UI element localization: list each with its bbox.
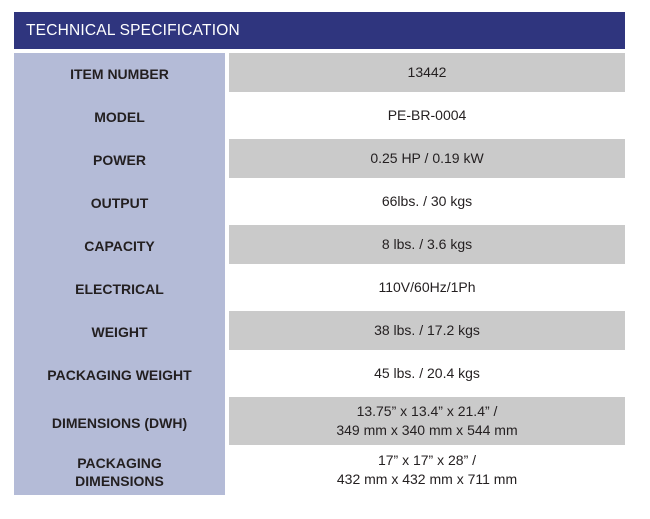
- table-row: CAPACITY 8 lbs. / 3.6 kgs: [14, 225, 625, 268]
- row-value: 45 lbs. / 20.4 kgs: [229, 354, 625, 393]
- row-value-col: 110V/60Hz/1Ph: [229, 268, 625, 311]
- row-value: 13442: [229, 53, 625, 92]
- row-value-col: 66lbs. / 30 kgs: [229, 182, 625, 225]
- section-title: TECHNICAL SPECIFICATION: [26, 21, 240, 39]
- table-row: OUTPUT 66lbs. / 30 kgs: [14, 182, 625, 225]
- row-value-col: 13442: [229, 53, 625, 96]
- row-value-col: 13.75” x 13.4” x 21.4” / 349 mm x 340 mm…: [229, 397, 625, 449]
- row-label: DIMENSIONS (DWH): [14, 397, 225, 449]
- row-label: OUTPUT: [14, 182, 225, 225]
- row-value: 110V/60Hz/1Ph: [229, 268, 625, 307]
- row-label: ITEM NUMBER: [14, 53, 225, 96]
- table-row: MODEL PE-BR-0004: [14, 96, 625, 139]
- row-label: WEIGHT: [14, 311, 225, 354]
- table-row: WEIGHT 38 lbs. / 17.2 kgs: [14, 311, 625, 354]
- row-value-col: 17” x 17” x 28” / 432 mm x 432 mm x 711 …: [229, 449, 625, 495]
- row-label: MODEL: [14, 96, 225, 139]
- row-value: 13.75” x 13.4” x 21.4” / 349 mm x 340 mm…: [229, 397, 625, 445]
- table-row: ELECTRICAL 110V/60Hz/1Ph: [14, 268, 625, 311]
- table-row: ITEM NUMBER 13442: [14, 53, 625, 96]
- row-value: 66lbs. / 30 kgs: [229, 182, 625, 221]
- table-row: PACKAGING DIMENSIONS 17” x 17” x 28” / 4…: [14, 449, 625, 495]
- table-row: POWER 0.25 HP / 0.19 kW: [14, 139, 625, 182]
- table-row: DIMENSIONS (DWH) 13.75” x 13.4” x 21.4” …: [14, 397, 625, 449]
- row-value-col: 38 lbs. / 17.2 kgs: [229, 311, 625, 354]
- row-value: 0.25 HP / 0.19 kW: [229, 139, 625, 178]
- section-header: TECHNICAL SPECIFICATION: [14, 12, 625, 49]
- row-value-col: PE-BR-0004: [229, 96, 625, 139]
- row-label: PACKAGING WEIGHT: [14, 354, 225, 397]
- row-label: CAPACITY: [14, 225, 225, 268]
- row-label: POWER: [14, 139, 225, 182]
- row-value-col: 0.25 HP / 0.19 kW: [229, 139, 625, 182]
- row-value: 8 lbs. / 3.6 kgs: [229, 225, 625, 264]
- row-label: PACKAGING DIMENSIONS: [14, 449, 225, 495]
- row-value-col: 45 lbs. / 20.4 kgs: [229, 354, 625, 397]
- row-value: PE-BR-0004: [229, 96, 625, 135]
- row-value-col: 8 lbs. / 3.6 kgs: [229, 225, 625, 268]
- row-value: 38 lbs. / 17.2 kgs: [229, 311, 625, 350]
- row-value: 17” x 17” x 28” / 432 mm x 432 mm x 711 …: [229, 449, 625, 491]
- table-row: PACKAGING WEIGHT 45 lbs. / 20.4 kgs: [14, 354, 625, 397]
- spec-table: ITEM NUMBER 13442 MODEL PE-BR-0004 POWER…: [14, 53, 625, 495]
- row-label: ELECTRICAL: [14, 268, 225, 311]
